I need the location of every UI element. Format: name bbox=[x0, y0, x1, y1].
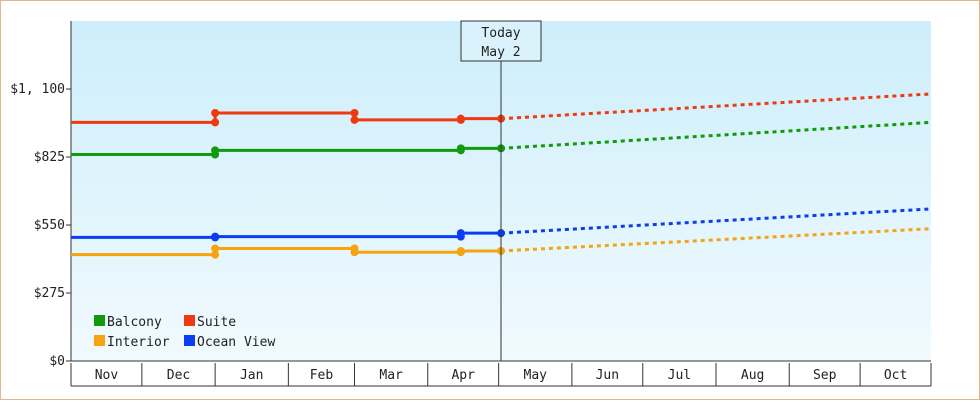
legend-label-ocean-view: Ocean View bbox=[197, 335, 275, 350]
today-date: May 2 bbox=[481, 45, 520, 60]
data-point-ocean-view bbox=[211, 232, 220, 241]
today-label-box bbox=[460, 20, 542, 62]
data-point-interior bbox=[456, 246, 465, 255]
data-point-interior bbox=[350, 248, 359, 257]
data-point-interior bbox=[211, 250, 220, 259]
data-point-ocean-view bbox=[456, 229, 465, 238]
x-tick-label: Apr bbox=[451, 368, 475, 383]
x-tick-label: Oct bbox=[884, 368, 907, 383]
x-tick-label: Jul bbox=[668, 368, 691, 383]
y-tick-label: $275 bbox=[34, 286, 65, 301]
x-tick-label: Mar bbox=[379, 368, 403, 383]
series-lines bbox=[71, 92, 932, 259]
legend-label-interior: Interior bbox=[107, 335, 170, 350]
data-point-suite bbox=[211, 108, 220, 117]
data-point-suite bbox=[211, 118, 220, 127]
x-tick-label: Jun bbox=[596, 368, 619, 383]
legend-swatch-balcony bbox=[94, 315, 105, 326]
series-line-ocean-view bbox=[71, 231, 501, 239]
data-point-balcony bbox=[456, 144, 465, 153]
legend-swatch-ocean-view bbox=[184, 335, 195, 346]
data-point-balcony bbox=[211, 146, 220, 155]
data-point-interior bbox=[211, 244, 220, 253]
x-tick-label: Jan bbox=[240, 368, 263, 383]
x-tick-label: Feb bbox=[310, 368, 334, 383]
data-point-suite bbox=[350, 115, 359, 124]
x-tick-label: Sep bbox=[813, 368, 837, 383]
x-tick-label: Aug bbox=[741, 368, 764, 383]
y-tick-label: $1, 100 bbox=[10, 82, 65, 97]
data-point-suite bbox=[456, 114, 465, 123]
x-tick-label: May bbox=[524, 368, 548, 383]
legend-swatch-suite bbox=[184, 315, 195, 326]
y-tick-label: $550 bbox=[34, 218, 65, 233]
y-tick-label: $0 bbox=[49, 354, 65, 369]
legend-label-suite: Suite bbox=[197, 315, 236, 330]
x-tick-label: Nov bbox=[95, 368, 119, 383]
today-marker: Today May 2 bbox=[460, 20, 542, 361]
legend-label-balcony: Balcony bbox=[107, 315, 162, 330]
series-line-balcony bbox=[71, 146, 501, 157]
y-axis: $0 $275 $550 $825 $1, 100 bbox=[10, 21, 72, 369]
legend: Balcony Suite Interior Ocean View bbox=[94, 315, 275, 350]
legend-swatch-interior bbox=[94, 335, 105, 346]
x-axis: Nov Dec Jan Feb Mar Apr May Jun Jul Aug Sep Oct bbox=[70, 360, 932, 387]
today-label: Today bbox=[481, 26, 520, 41]
data-point-suite bbox=[350, 108, 359, 117]
x-tick-label: Dec bbox=[167, 368, 190, 383]
y-tick-label: $825 bbox=[34, 150, 65, 165]
